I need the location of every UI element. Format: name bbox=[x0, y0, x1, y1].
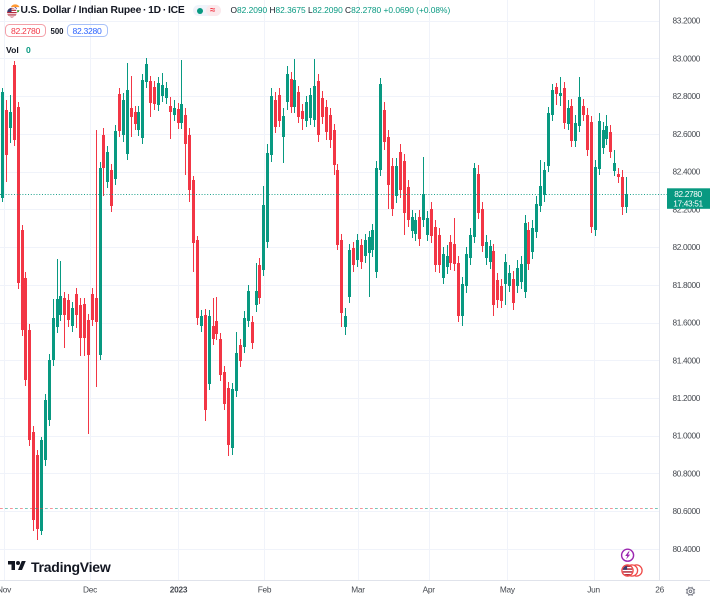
svg-text:83.2000: 83.2000 bbox=[673, 16, 701, 26]
svg-text:80.6000: 80.6000 bbox=[673, 506, 701, 516]
svg-text:82.0000: 82.0000 bbox=[673, 242, 701, 252]
svg-text:80.4000: 80.4000 bbox=[673, 544, 701, 554]
svg-text:81.2000: 81.2000 bbox=[673, 393, 701, 403]
svg-text:81.4000: 81.4000 bbox=[673, 355, 701, 365]
svg-text:17:43:51: 17:43:51 bbox=[673, 199, 703, 209]
svg-text:82.2780: 82.2780 bbox=[674, 189, 702, 199]
svg-text:Jun: Jun bbox=[587, 585, 600, 595]
svg-text:Mar: Mar bbox=[351, 585, 365, 595]
svg-text:80.8000: 80.8000 bbox=[673, 469, 701, 479]
svg-text:81.6000: 81.6000 bbox=[673, 318, 701, 328]
svg-text:Feb: Feb bbox=[258, 585, 272, 595]
svg-text:82.4000: 82.4000 bbox=[673, 167, 701, 177]
svg-text:82.6000: 82.6000 bbox=[673, 129, 701, 139]
svg-text:Dec: Dec bbox=[83, 585, 97, 595]
svg-text:81.0000: 81.0000 bbox=[673, 431, 701, 441]
svg-text:81.8000: 81.8000 bbox=[673, 280, 701, 290]
svg-text:26: 26 bbox=[655, 585, 664, 595]
svg-text:2023: 2023 bbox=[170, 585, 188, 595]
svg-text:May: May bbox=[500, 585, 516, 595]
svg-text:82.2000: 82.2000 bbox=[673, 204, 701, 214]
svg-text:Nov: Nov bbox=[0, 585, 12, 595]
svg-text:Apr: Apr bbox=[423, 585, 436, 595]
svg-text:82.8000: 82.8000 bbox=[673, 91, 701, 101]
svg-text:83.0000: 83.0000 bbox=[673, 53, 701, 63]
